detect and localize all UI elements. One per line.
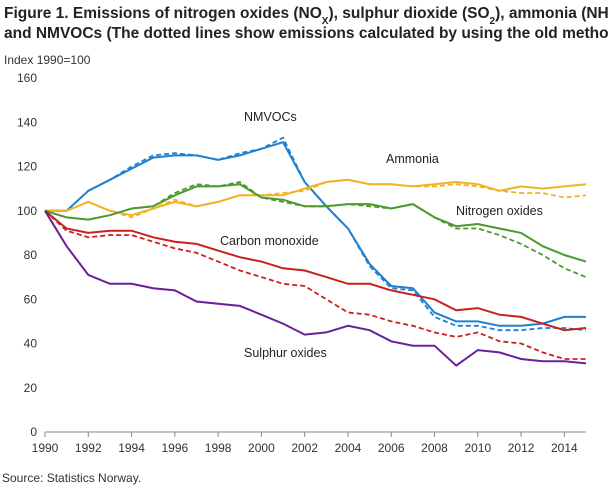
- x-tick-label: 1994: [118, 441, 145, 455]
- x-tick-label: 1990: [32, 441, 59, 455]
- x-tick-label: 2000: [248, 441, 275, 455]
- y-tick-label: 60: [24, 292, 38, 306]
- y-tick-label: 20: [24, 381, 38, 395]
- y-axis-label: Index 1990=100: [4, 53, 91, 67]
- x-tick-label: 1996: [161, 441, 188, 455]
- x-tick-label: 1998: [205, 441, 232, 455]
- series-label: Nitrogen oxides: [456, 204, 543, 218]
- y-tick-label: 0: [30, 425, 37, 439]
- series-label: Carbon monoxide: [220, 234, 319, 248]
- y-tick-label: 100: [17, 204, 37, 218]
- title-segment: ), sulphur dioxide (SO: [328, 5, 489, 22]
- y-tick-label: 40: [24, 337, 38, 351]
- x-tick-label: 1992: [75, 441, 102, 455]
- series-line: [45, 184, 586, 261]
- x-tick-label: 2010: [464, 441, 491, 455]
- series-label: Sulphur oxides: [244, 346, 327, 360]
- x-tick-label: 2006: [378, 441, 405, 455]
- series-label: NMVOCs: [244, 110, 297, 124]
- source: Source: Statistics Norway.: [2, 471, 141, 485]
- series-label: Ammonia: [386, 152, 439, 166]
- x-tick-label: 2004: [335, 441, 362, 455]
- x-tick-label: 2002: [291, 441, 318, 455]
- chart-title-line: and NMVOCs (The dotted lines show emissi…: [4, 25, 609, 42]
- title-segment: ), ammonia (NH: [495, 5, 609, 22]
- y-tick-label: 120: [17, 160, 37, 174]
- x-tick-label: 2014: [551, 441, 578, 455]
- x-tick-label: 2012: [508, 441, 535, 455]
- title-segment: and NMVOCs (The dotted lines show emissi…: [4, 25, 609, 42]
- y-tick-label: 160: [17, 71, 37, 85]
- chart-title-line: Figure 1. Emissions of nitrogen oxides (…: [4, 5, 609, 27]
- y-tick-label: 140: [17, 115, 37, 129]
- title-segment: Figure 1. Emissions of nitrogen oxides (…: [4, 5, 322, 22]
- x-tick-label: 2008: [421, 441, 448, 455]
- y-tick-label: 80: [24, 248, 38, 262]
